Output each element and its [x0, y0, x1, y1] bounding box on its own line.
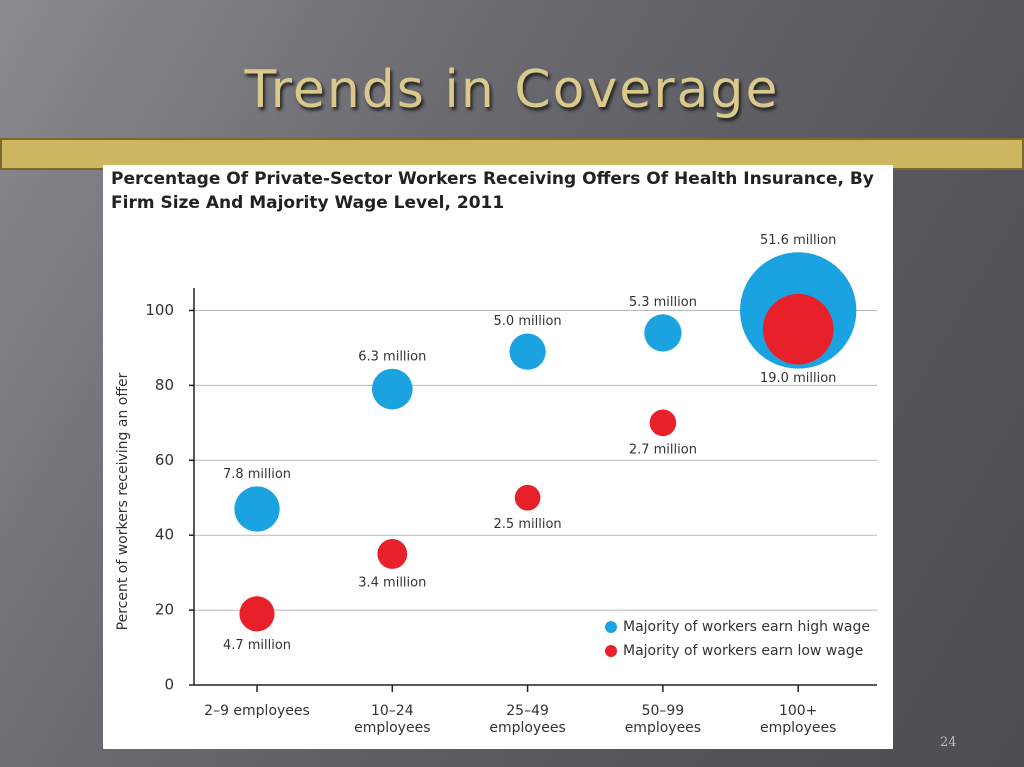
slide-title: Trends in Coverage	[244, 60, 780, 120]
bubble	[234, 486, 280, 532]
x-tick-label: 100+ employees	[759, 703, 837, 736]
bubble	[514, 484, 541, 511]
bubble	[239, 596, 275, 632]
y-tick-label: 0	[164, 676, 174, 694]
data-label: 7.8 million	[223, 467, 291, 482]
data-label: 2.7 million	[629, 443, 697, 458]
data-label: 5.3 million	[629, 295, 697, 310]
y-tick-label: 40	[155, 526, 174, 544]
bubble	[509, 333, 546, 370]
legend-marker	[605, 645, 617, 657]
bubble	[649, 409, 677, 437]
x-tick-label: 10–24 employees	[354, 703, 431, 736]
data-label: 6.3 million	[358, 349, 426, 364]
legend-marker	[605, 621, 617, 633]
bubble	[371, 368, 413, 410]
data-label: 5.0 million	[494, 314, 562, 329]
data-label: 3.4 million	[358, 575, 426, 590]
data-label: 19.0 million	[760, 371, 836, 386]
y-tick-label: 20	[155, 601, 174, 619]
x-tick-label: 50–99 employees	[624, 703, 702, 736]
y-tick-label: 80	[155, 376, 174, 394]
legend-label: Majority of workers earn low wage	[623, 643, 863, 659]
chart-title: Percentage Of Private-Sector Workers Rec…	[111, 169, 874, 213]
data-label: 51.6 million	[760, 233, 836, 248]
y-axis-label: Percent of workers receiving an offer	[115, 372, 131, 630]
chart: 0 20 40 60 80 100 Percent of workers receiving…	[115, 233, 877, 694]
y-tick-label: 100	[145, 301, 174, 319]
bubble	[377, 538, 408, 569]
y-tick-label: 60	[155, 451, 174, 469]
chart-panel: Percentage Of Private-Sector Workers Rec…	[103, 165, 893, 749]
x-tick-label: 25–49 employees	[489, 703, 566, 736]
legend-label: Majority of workers earn high wage	[623, 619, 870, 635]
bubble	[644, 314, 682, 352]
data-label: 2.5 million	[494, 517, 562, 532]
x-tick-label: 2–9 employees	[204, 703, 310, 719]
page-number: 24	[940, 735, 957, 750]
bubble	[762, 293, 834, 365]
data-label: 4.7 million	[223, 638, 291, 653]
